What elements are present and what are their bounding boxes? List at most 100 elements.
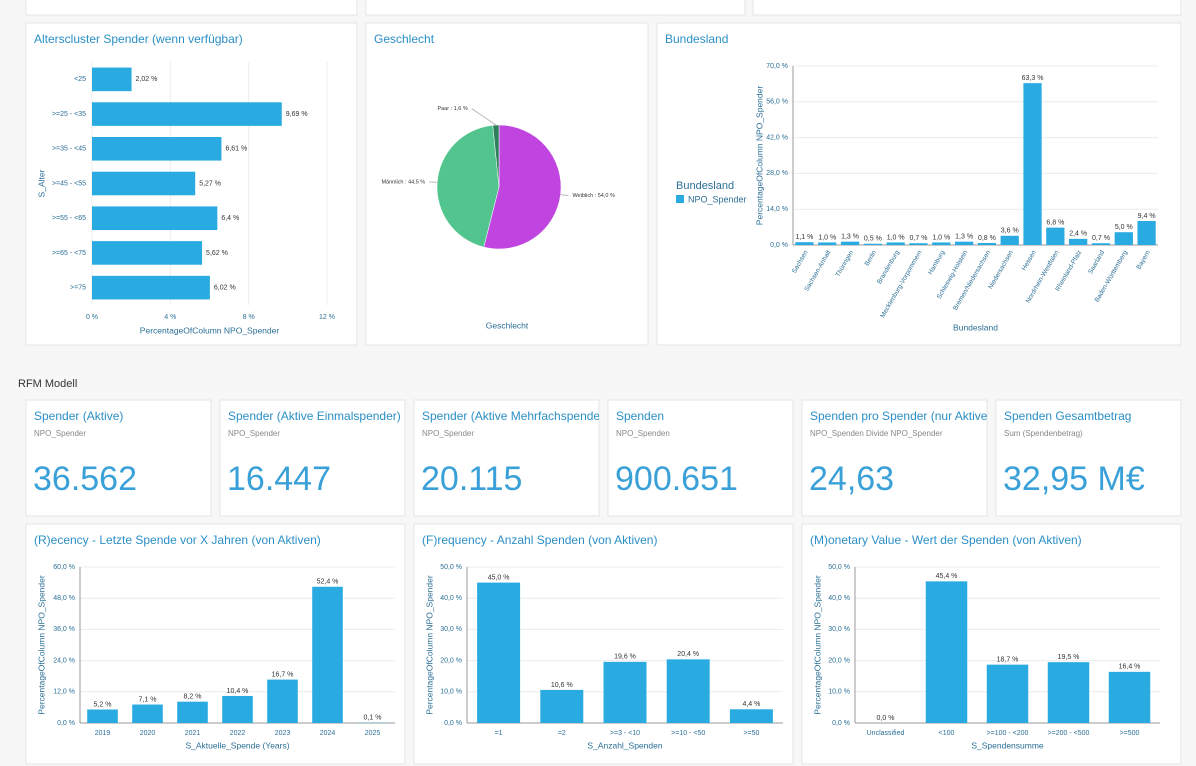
bar (92, 136, 222, 161)
panel (25, 0, 358, 16)
bar (1108, 671, 1151, 723)
x-tick-label: 4 % (164, 314, 176, 321)
value-label: 45,4 % (936, 573, 958, 580)
y-tick-label: 10,0 % (440, 689, 462, 696)
bar (840, 241, 860, 245)
x-axis-label: PercentageOfColumn NPO_Spender (140, 325, 280, 335)
y-tick-label: 40,0 % (828, 595, 850, 602)
kpi-value: 24,63 (809, 460, 894, 498)
kpi-value: 900.651 (615, 460, 738, 498)
bar (92, 275, 210, 300)
y-axis-label: PercentageOfColumn NPO_Spender (812, 575, 822, 715)
value-label: 0,1 % (364, 715, 382, 722)
value-label: 6,61 % (225, 146, 247, 153)
y-tick-label: 0,0 % (832, 720, 850, 727)
chart-title: (M)onetary Value - Wert der Spenden (von… (810, 533, 1082, 547)
bar (92, 171, 196, 196)
bar (87, 709, 118, 723)
panel (25, 523, 406, 765)
bar (909, 243, 928, 245)
value-label: 8,2 % (184, 694, 202, 701)
y-tick-label: >=35 - <45 (52, 146, 86, 153)
x-tick-label: 2021 (185, 730, 201, 737)
value-label: 3,6 % (1001, 228, 1019, 235)
y-tick-label: 36,0 % (53, 626, 75, 633)
value-label: 0,0 % (877, 715, 895, 722)
x-tick-label: >=10 - <50 (671, 730, 705, 737)
y-tick-label: 60,0 % (53, 564, 75, 571)
kpi-content: Spenden NPO_Spenden 900.651 (615, 409, 738, 498)
kpi-value: 32,95 M€ (1003, 460, 1145, 498)
kpi-content: Spenden Gesamtbetrag Sum (Spendenbetrag) 3… (1003, 409, 1145, 498)
x-tick-label: 2024 (320, 730, 336, 737)
kpi-title: Spenden (616, 409, 664, 423)
x-tick-label: Unclassified (867, 730, 905, 737)
value-label: 1,3 % (955, 234, 973, 241)
x-tick-label: 0 % (86, 314, 98, 321)
value-label: 0,7 % (910, 235, 928, 242)
x-axis-label: Geschlecht (486, 320, 529, 330)
value-label: 5,62 % (206, 250, 228, 257)
bar (818, 242, 837, 245)
x-tick-label: 12 % (319, 314, 335, 321)
value-label: 0,5 % (864, 236, 882, 243)
kpi-card (413, 399, 600, 517)
chart-title: (F)requency - Anzahl Spenden (von Aktive… (422, 533, 657, 547)
chart-title: Alterscluster Spender (wenn verfügbar) (34, 32, 243, 46)
section-title: RFM Modell (18, 378, 77, 390)
kpi-card (219, 399, 406, 517)
kpi-card (801, 399, 988, 517)
leader-line (429, 181, 438, 183)
bar (1114, 232, 1133, 245)
y-tick-label: >=65 - <75 (52, 250, 86, 257)
bar (312, 586, 343, 723)
value-label: 52,4 % (317, 579, 339, 586)
x-axis-label: Bundesland (953, 322, 998, 332)
kpi-title: Spender (Aktive Einmalspender) (228, 409, 401, 423)
chart-title: Geschlecht (374, 32, 435, 46)
kpi-subtitle: NPO_Spender (34, 429, 86, 438)
x-tick-label: 2023 (275, 730, 291, 737)
kpi-card (995, 399, 1182, 517)
kpi-content: Spender (Aktive Mehrfachspende NPO_Spende… (421, 409, 600, 498)
y-tick-label: 14,0 % (766, 206, 788, 213)
x-tick-label: 2020 (140, 730, 156, 737)
x-tick-label: 8 % (243, 314, 255, 321)
bar (932, 242, 951, 245)
value-label: 0,7 % (1092, 235, 1110, 242)
value-label: 5,27 % (199, 180, 221, 187)
chart-title: (R)ecency - Letzte Spende vor X Jahren (… (34, 533, 321, 547)
kpi-subtitle: NPO_Spender (228, 429, 280, 438)
value-label: 6,4 % (221, 215, 239, 222)
bar (222, 695, 253, 723)
y-tick-label: 28,0 % (766, 170, 788, 177)
y-axis-label: PercentageOfColumn NPO_Spender (754, 86, 764, 226)
y-axis-label: PercentageOfColumn NPO_Spender (36, 575, 46, 715)
x-tick-label: <100 (939, 730, 955, 737)
kpi-value: 36.562 (33, 460, 137, 498)
x-axis-label: S_Aktuelle_Spende (Years) (185, 740, 289, 750)
y-axis-label: S_Alter (36, 169, 46, 197)
bar (92, 241, 203, 265)
panel (365, 0, 746, 16)
bar (1069, 238, 1088, 245)
kpi-value: 20.115 (421, 460, 522, 498)
panel (801, 523, 1182, 765)
y-tick-label: >=75 (70, 284, 86, 291)
value-label: 10,4 % (227, 688, 249, 695)
y-tick-label: 24,0 % (53, 657, 75, 664)
y-tick-label: 40,0 % (440, 595, 462, 602)
y-tick-label: >=45 - <55 (52, 180, 86, 187)
value-label: 9,4 % (1138, 213, 1156, 220)
leader-line (471, 108, 497, 126)
bar (977, 242, 997, 245)
pie-slice (436, 125, 500, 248)
y-tick-label: <25 (74, 76, 86, 83)
kpi-subtitle: NPO_Spenden Divide NPO_Spender (810, 429, 943, 438)
slice-label: Paar : 1,6 % (437, 106, 467, 112)
value-label: 2,4 % (1069, 231, 1087, 238)
y-tick-label: 30,0 % (440, 626, 462, 633)
value-label: 1,3 % (841, 234, 859, 241)
kpi-title: Spender (Aktive Mehrfachspende (422, 409, 600, 423)
